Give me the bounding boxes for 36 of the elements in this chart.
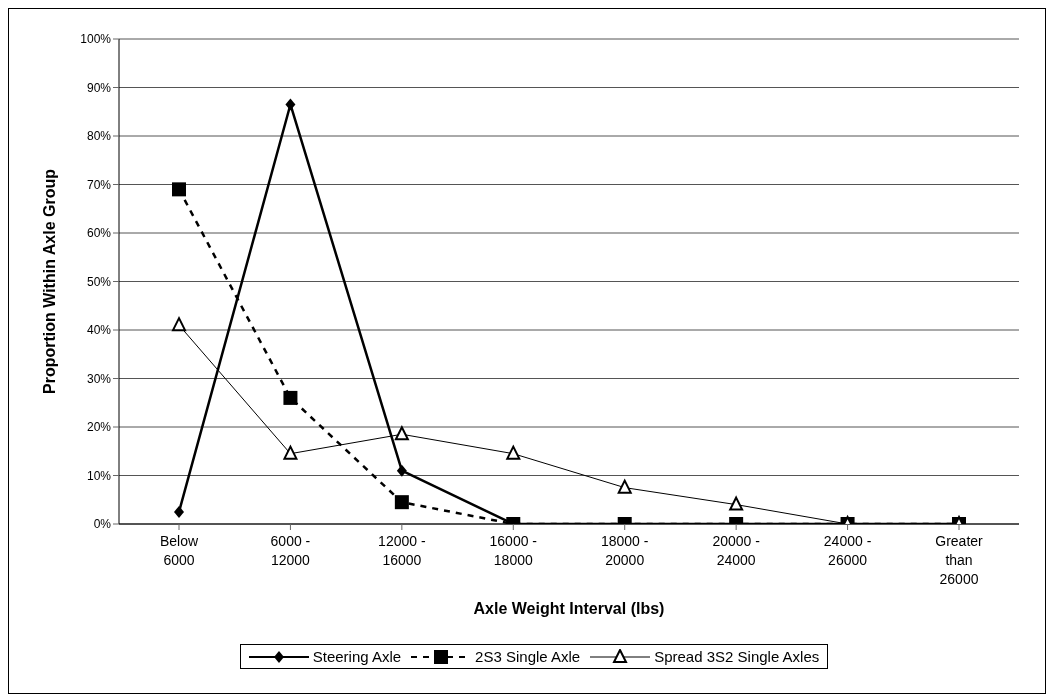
y-tick-label: 100% [80, 32, 112, 47]
y-tick-label: 10% [86, 468, 112, 483]
y-tick-label: 40% [86, 323, 112, 338]
point [617, 479, 632, 494]
x-tick-label: Below 6000 [159, 533, 199, 568]
point [174, 505, 184, 518]
legend-label: Steering Axle [312, 648, 402, 665]
point [396, 464, 407, 477]
legend-label: Spread 3S2 Single Axles [654, 648, 820, 665]
x-tick-label: 16000 - 18000 [489, 533, 538, 568]
x-axis-title: Axle Weight Interval (lbs) [473, 600, 665, 617]
y-tick-label: 80% [86, 129, 112, 144]
y-tick-label: 20% [86, 420, 112, 435]
y-axis-title: Proportion Within Axle Group [40, 168, 58, 395]
x-tick-label: 6000 - 12000 [270, 533, 311, 568]
y-tick-label: 70% [86, 177, 112, 192]
y-tick-label: 50% [86, 274, 112, 289]
y-tick-label: 90% [86, 80, 112, 95]
point [285, 98, 296, 111]
y-tick-label: 60% [86, 226, 112, 241]
x-tick-label: 18000 - 20000 [600, 533, 649, 568]
y-tick-label: 30% [86, 371, 112, 386]
point [283, 445, 298, 460]
point [283, 390, 298, 405]
point [394, 495, 409, 510]
point [394, 426, 409, 441]
x-tick-label: Greater than 26000 [935, 533, 984, 587]
point [172, 182, 186, 197]
point [729, 496, 744, 511]
legend-label: 2S3 Single Axle [475, 648, 581, 665]
point [506, 445, 521, 460]
point [172, 317, 186, 332]
y-tick-label: 0% [93, 517, 112, 532]
x-tick-label: 20000 - 24000 [712, 533, 761, 568]
x-tick-label: 24000 - 26000 [823, 533, 872, 568]
x-tick-label: 12000 - 16000 [378, 533, 426, 568]
